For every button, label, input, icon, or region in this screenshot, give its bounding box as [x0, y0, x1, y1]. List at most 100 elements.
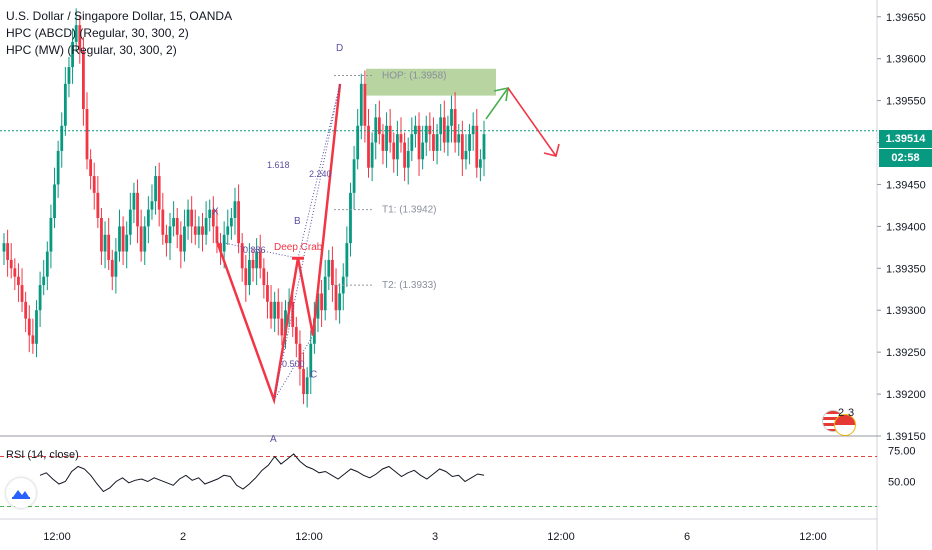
flag-count-2: 3: [848, 407, 855, 419]
ratio-label: 2.240: [309, 169, 332, 179]
candle-body: [6, 243, 10, 260]
x-tick-label: 6: [684, 531, 690, 543]
candle-body: [385, 125, 388, 151]
candle-body: [35, 310, 38, 344]
candle-body: [100, 218, 103, 252]
ratio-label: 0.500: [282, 359, 305, 369]
down-arrow-head: [543, 143, 560, 157]
candle-body: [24, 301, 28, 319]
candle-body: [78, 25, 82, 51]
candle-body: [132, 192, 136, 210]
candle-body: [204, 218, 208, 235]
candle-body: [284, 310, 287, 336]
candle-body: [327, 259, 331, 277]
candle-body: [85, 109, 89, 160]
point-label-a: A: [270, 434, 277, 445]
candle-body: [258, 251, 262, 269]
candle-body: [399, 134, 403, 143]
target-zone: [366, 68, 496, 96]
candle-body: [478, 159, 482, 168]
y-tick-label: 1.39650: [886, 12, 926, 24]
candle-body: [248, 259, 251, 286]
candle-body: [464, 150, 468, 160]
candle-body: [71, 41, 74, 68]
candle-body: [125, 234, 129, 252]
candle-body: [136, 192, 139, 227]
point-label-x: X: [212, 206, 219, 217]
candle-body: [201, 226, 204, 235]
candle-body: [92, 176, 96, 193]
y-tick-label: 1.39350: [886, 263, 926, 275]
candle-body: [13, 268, 17, 277]
candle-body: [442, 117, 446, 143]
candle-body: [233, 201, 237, 218]
candle-body: [9, 259, 13, 269]
candle-body: [460, 134, 464, 160]
candle-body: [103, 234, 107, 252]
candle-body: [89, 159, 93, 177]
candle-body: [453, 109, 457, 143]
candle-body: [276, 301, 280, 319]
candle-body: [190, 209, 194, 227]
candle-body: [150, 201, 154, 210]
candle-body: [269, 301, 273, 319]
candle-body: [345, 243, 349, 277]
point-label-b: B: [294, 216, 301, 227]
candle-body: [244, 268, 248, 286]
candle-body: [294, 327, 298, 344]
candle-body: [240, 243, 244, 269]
candle-body: [81, 50, 85, 109]
candle-body: [42, 276, 46, 286]
candle-body: [38, 285, 42, 311]
candle-body: [331, 259, 334, 286]
candle-body: [395, 134, 399, 160]
ratio-label: 0.886: [243, 245, 266, 255]
candle-body: [168, 226, 172, 244]
candle-body: [208, 209, 212, 218]
candle-body: [67, 67, 71, 84]
candle-body: [374, 117, 378, 143]
candle-body: [291, 301, 295, 327]
candle-body: [450, 109, 453, 126]
x-tick-label: 2: [180, 531, 186, 543]
candle-body: [175, 218, 179, 235]
candle-body: [183, 226, 186, 252]
candle-body: [74, 25, 78, 42]
candle-body: [53, 184, 56, 218]
x-tick-label: 12:00: [799, 531, 827, 543]
candle-body: [316, 293, 320, 319]
candle-body: [165, 234, 168, 244]
candle-body: [215, 226, 219, 244]
ratio-line-ac: [273, 335, 314, 401]
candle-body: [417, 125, 421, 160]
candle-body: [172, 218, 176, 227]
candle-body: [20, 285, 24, 302]
candle-body: [273, 301, 277, 319]
up-arrow-icon: [485, 87, 509, 120]
candle-body: [309, 343, 313, 378]
candle-body: [410, 134, 414, 151]
x-tick-label: 12:00: [295, 531, 323, 543]
candle-body: [219, 243, 222, 252]
candle-body: [121, 226, 125, 252]
symbol-title[interactable]: U.S. Dollar / Singapore Dollar, 15, OAND…: [6, 9, 233, 23]
candle-body: [31, 335, 35, 344]
indicator-abcd-label[interactable]: HPC (ABCD) (Regular, 30, 300, 2): [6, 26, 189, 40]
candle-body: [96, 192, 100, 218]
candle-body: [193, 226, 197, 235]
tradingview-logo-icon[interactable]: [6, 478, 36, 508]
candle-body: [406, 150, 410, 168]
us-sg-flag-icon[interactable]: 2 3: [822, 407, 856, 436]
candle-body: [154, 176, 157, 202]
indicator-mw-label[interactable]: HPC (MW) (Regular, 30, 300, 2): [6, 43, 177, 57]
candle-body: [226, 226, 230, 235]
candle-body: [370, 142, 374, 168]
down-arrow-icon: [507, 87, 557, 157]
ratio-label: 1.618: [267, 160, 290, 170]
candle-body: [262, 268, 266, 286]
candle-body: [63, 83, 67, 126]
candle-body: [403, 142, 407, 168]
candle-body: [435, 134, 439, 151]
rsi-line: [39, 453, 485, 493]
